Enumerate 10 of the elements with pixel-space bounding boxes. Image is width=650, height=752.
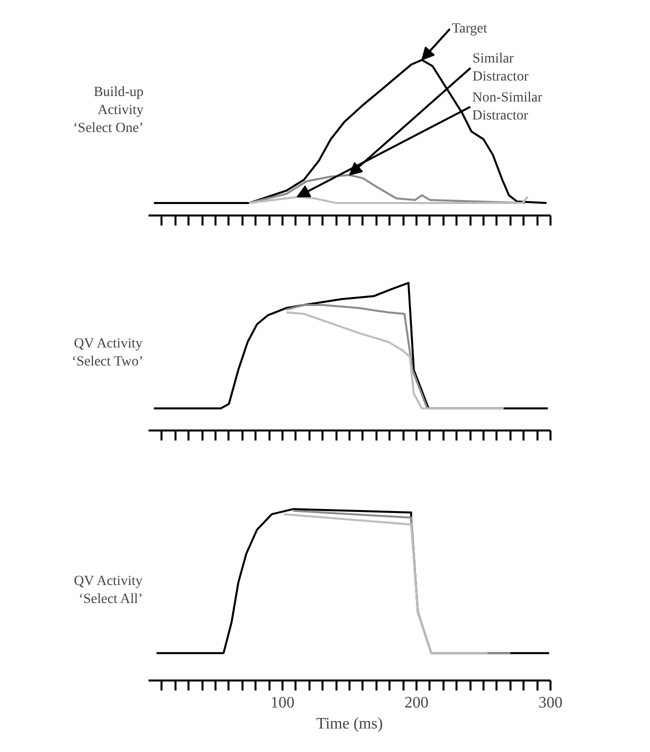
x-tick-label: 200	[404, 694, 428, 712]
y-axis-title: Build-up Activity ‘Select One’	[73, 85, 144, 136]
x-tick-label: 100	[270, 694, 294, 712]
x-tick-label: 300	[538, 694, 562, 712]
y-axis-title: QV Activity ‘Select Two’	[72, 336, 144, 370]
annotation: Non-Similar Distractor	[472, 90, 543, 124]
x-axis-title: Time (ms)	[316, 716, 383, 732]
annotation: Similar Distractor	[472, 52, 529, 85]
annotation: Target	[452, 21, 488, 36]
y-axis-title: QV Activity ‘Select All’	[74, 574, 143, 607]
